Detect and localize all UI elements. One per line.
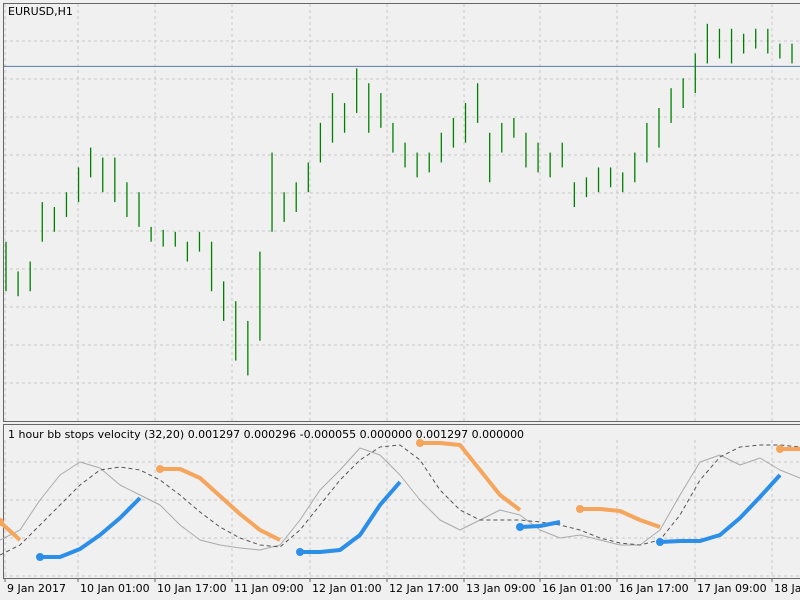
chart-title: EURUSD,H1 [8, 5, 73, 18]
segment-start-dot [296, 548, 304, 556]
segment-start-dot [656, 538, 664, 546]
x-tick-label: 16 Jan 17:00 [619, 582, 689, 595]
segment-start-dot [776, 445, 784, 453]
indicator-line [40, 473, 782, 559]
x-tick-label: 13 Jan 09:00 [466, 582, 536, 595]
x-tick-label: 11 Jan 09:00 [234, 582, 304, 595]
indicator-title: 1 hour bb stops velocity (32,20) 0.00129… [8, 428, 524, 441]
x-tick-label: 12 Jan 01:00 [312, 582, 382, 595]
segment-start-dot [36, 553, 44, 561]
x-tick-label: 17 Jan 09:00 [697, 582, 767, 595]
segment-start-dot [156, 465, 164, 473]
x-tick-label: 9 Jan 2017 [7, 582, 66, 595]
x-tick-label: 10 Jan 17:00 [157, 582, 227, 595]
indicator-line [0, 444, 800, 556]
indicator-line [0, 447, 800, 551]
main-panel-border [3, 3, 800, 422]
segment-start-dot [416, 439, 424, 447]
segment-start-dot [0, 518, 4, 526]
x-tick-label: 16 Jan 01:00 [542, 582, 612, 595]
indicator-line [0, 441, 800, 542]
indicator-panel-border [3, 424, 800, 579]
segment-start-dot [576, 505, 584, 513]
x-tick-label: 10 Jan 01:00 [80, 582, 150, 595]
segment-start-dot [516, 523, 524, 531]
x-tick-label: 18 Jan [774, 582, 800, 595]
x-tick-label: 12 Jan 17:00 [389, 582, 459, 595]
